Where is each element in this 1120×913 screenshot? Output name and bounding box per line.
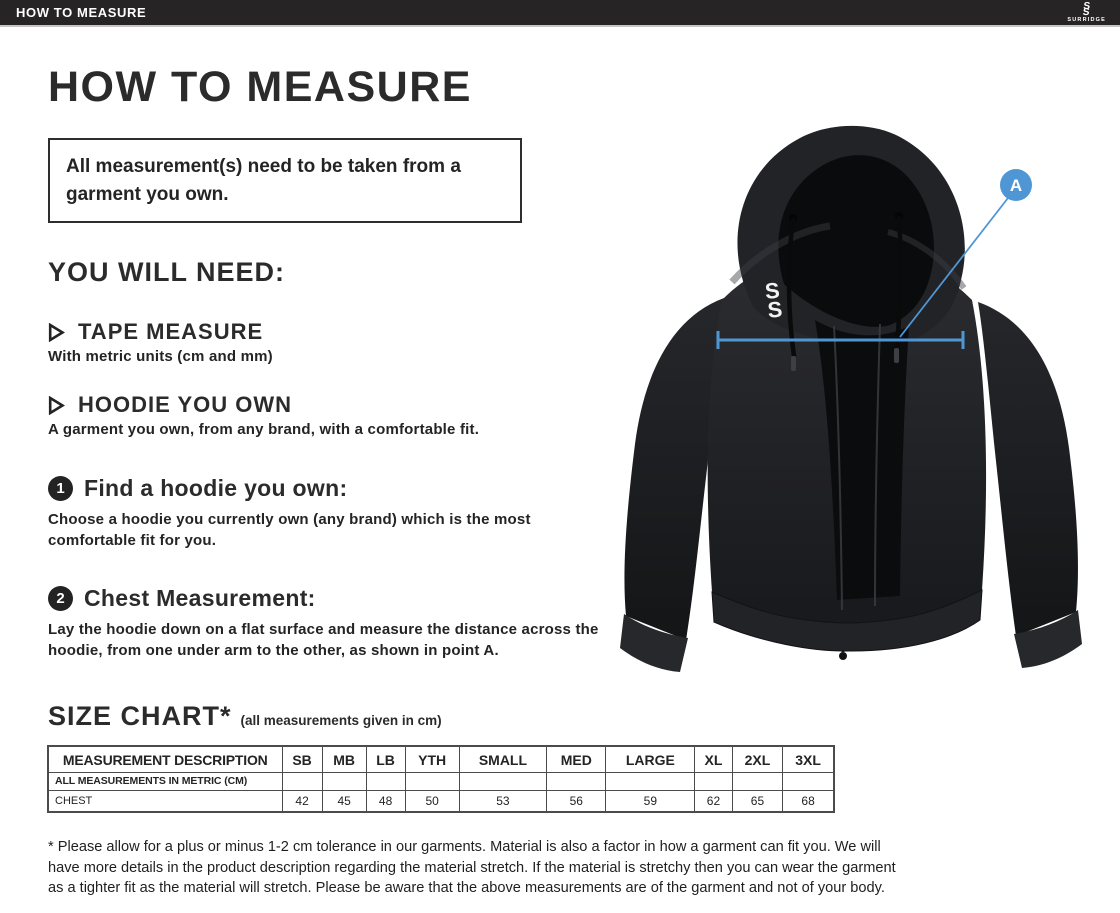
you-will-need-heading: YOU WILL NEED:: [48, 257, 286, 288]
column-header: LB: [365, 745, 406, 773]
column-header: 3XL: [782, 745, 835, 773]
table-cell: [782, 771, 835, 791]
row-label: ALL MEASUREMENTS IN METRIC (CM): [47, 771, 283, 791]
table-row-chest: CHEST 42 45 48 50 53 56 59 62 65 68: [47, 789, 835, 813]
table-cell: 53: [458, 789, 548, 813]
shoulder-highlights: [729, 222, 967, 290]
zip-pull: [839, 652, 847, 660]
size-chart-table: MEASUREMENT DESCRIPTION SB MB LB YTH SMA…: [47, 745, 835, 814]
column-header: XL: [694, 745, 733, 773]
table-cell: [321, 771, 367, 791]
table-cell: 59: [605, 789, 696, 813]
note-box: All measurement(s) need to be taken from…: [48, 138, 522, 224]
table-cell: [605, 771, 696, 791]
brand-name: SURRIDGE: [1067, 16, 1106, 23]
step-2-heading: 2 Chest Measurement:: [48, 585, 1088, 612]
size-chart-subheading: (all measurements given in cm): [240, 713, 442, 729]
column-header: 2XL: [731, 745, 784, 773]
hem-band: [711, 589, 983, 652]
table-cell: 68: [782, 789, 835, 813]
main-content: HOW TO MEASURE All measurement(s) need t…: [47, 27, 1088, 899]
step-number-badge: 1: [48, 476, 73, 502]
need-item-tape-measure: TAPE MEASURE: [48, 319, 1088, 345]
table-cell: 50: [404, 789, 460, 813]
step-1-heading: 1 Find a hoodie you own:: [48, 475, 1088, 502]
table-cell: [365, 771, 406, 791]
table-header-row: MEASUREMENT DESCRIPTION SB MB LB YTH SMA…: [47, 745, 835, 773]
table-cell: [404, 771, 460, 791]
row-label: CHEST: [47, 789, 283, 813]
step-description: Lay the hoodie down on a flat surface an…: [48, 620, 599, 659]
column-header: SMALL: [458, 745, 548, 773]
hoodie-sleeves: [620, 298, 1082, 672]
table-cell: [546, 771, 607, 791]
jacket-interior: [815, 320, 909, 600]
column-header: YTH: [404, 745, 460, 773]
column-header: SB: [281, 745, 323, 773]
size-chart-heading: SIZE CHART*: [48, 701, 232, 732]
table-cell: [281, 771, 323, 791]
need-item-label: HOODIE YOU OWN: [78, 392, 293, 418]
need-item-label: TAPE MEASURE: [78, 319, 264, 345]
need-item-description: A garment you own, from any brand, with …: [48, 421, 480, 439]
tolerance-footnote: * Please allow for a plus or minus 1-2 c…: [48, 839, 896, 897]
note-text: All measurement(s) need to be taken from…: [66, 156, 461, 205]
size-chart-heading-row: SIZE CHART* (all measurements given in c…: [48, 701, 1088, 732]
chest-measurement-line: [716, 197, 1009, 349]
need-item-hoodie: HOODIE YOU OWN: [48, 392, 1088, 418]
play-triangle-icon: [48, 395, 65, 415]
hoodie-illustration: S S A: [620, 125, 1082, 672]
topbar-title: HOW TO MEASURE: [16, 5, 147, 20]
hoodie-measurement-diagram: S S A: [612, 122, 1120, 678]
point-a-label: A: [1010, 176, 1022, 195]
table-cell: 56: [546, 789, 607, 813]
step-number-badge: 2: [48, 585, 73, 611]
table-cell: 65: [731, 789, 784, 813]
step-title: Chest Measurement:: [84, 584, 316, 611]
step-title: Find a hoodie you own:: [84, 475, 348, 502]
table-cell: 62: [694, 789, 733, 813]
table-cell: [458, 771, 548, 791]
table-cell: 45: [321, 789, 367, 813]
step-description: Choose a hoodie you currently own (any b…: [48, 511, 531, 550]
table-row-metric: ALL MEASUREMENTS IN METRIC (CM): [47, 771, 835, 791]
column-header: MB: [321, 745, 367, 773]
table-cell: [694, 771, 733, 791]
surridge-chest-logo: S S: [764, 278, 783, 323]
point-a-marker: A: [1000, 169, 1032, 201]
play-triangle-icon: [48, 322, 65, 342]
svg-text:S: S: [764, 278, 781, 304]
column-header: MEASUREMENT DESCRIPTION: [47, 745, 283, 773]
need-item-description: With metric units (cm and mm): [48, 348, 273, 366]
drawstrings: [786, 212, 903, 371]
page-title: HOW TO MEASURE: [48, 63, 472, 111]
column-header: LARGE: [605, 745, 696, 773]
svg-text:S: S: [767, 297, 784, 323]
table-cell: 42: [281, 789, 323, 813]
column-header: MED: [546, 745, 607, 773]
table-cell: [731, 771, 784, 791]
zipper: [833, 323, 881, 611]
table-cell: 48: [365, 789, 406, 813]
hood-interior: [778, 155, 934, 327]
